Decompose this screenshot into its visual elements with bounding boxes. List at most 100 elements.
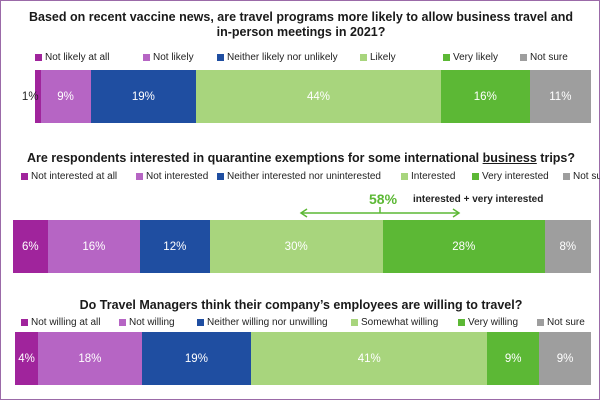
legend-swatch (563, 173, 570, 180)
legend-label: Not willing at all (31, 317, 101, 328)
chart-2-legend: Not interested at all Not interested Neith… (21, 171, 600, 185)
legend-item: Not willing (119, 317, 175, 328)
legend-swatch (458, 319, 465, 326)
chart-2-title-underlined: business (482, 151, 537, 165)
chart-3-legend: Not willing at all Not willing Neither wil… (21, 317, 591, 331)
legend-item: Likely (360, 52, 396, 63)
bar-segment: 44% (196, 70, 441, 123)
bar-segment-label: 9% (556, 352, 574, 365)
legend-item: Interested (401, 171, 455, 182)
bar-segment-label: 9% (57, 90, 74, 103)
bar-segment-label: 6% (22, 240, 39, 253)
bar-segment-label: 28% (452, 240, 476, 253)
legend-item: Very willing (458, 317, 518, 328)
legend-label: Not sure (547, 317, 585, 328)
bar-segment: 16% (440, 70, 530, 123)
legend-item: Very likely (443, 52, 498, 63)
legend-label: Very willing (468, 317, 519, 328)
legend-item: Not sure (537, 317, 585, 328)
legend-label: Somewhat willing (361, 317, 439, 328)
legend-label: Likely (370, 52, 396, 63)
legend-label: Not sure (530, 52, 568, 63)
bar-segment-label: 1% (21, 90, 39, 103)
bar-segment-label: 16% (82, 240, 106, 253)
chart-1-bar: 1% 9% 19% 44% 16% 11% (22, 70, 591, 123)
legend-label: Interested (411, 171, 456, 182)
bar-segment-label: 16% (473, 90, 497, 103)
bar-segment-label: 4% (18, 352, 35, 365)
legend-swatch (143, 54, 150, 61)
legend-item: Neither interested nor uninterested (217, 171, 381, 182)
legend-item: Not willing at all (21, 317, 100, 328)
legend-label: Not willing (129, 317, 175, 328)
chart-3-bar: 4% 18% 19% 41% 9% 9% (15, 332, 591, 385)
bar-segment-label: 9% (504, 352, 522, 365)
legend-label: Very interested (482, 171, 549, 182)
legend-label: Neither likely nor unlikely (227, 52, 338, 63)
legend-item: Not likely at all (35, 52, 109, 63)
legend-label: Not interested at all (31, 171, 118, 182)
bar-segment: 41% (251, 332, 488, 385)
legend-swatch (217, 54, 224, 61)
legend-swatch (360, 54, 367, 61)
legend-item: Very interested (472, 171, 549, 182)
chart-3-title: Do Travel Managers think their company’s… (79, 298, 523, 312)
bar-segment-label: 18% (78, 352, 102, 365)
legend-label: Not sure (573, 171, 600, 182)
legend-swatch (197, 319, 204, 326)
legend-swatch (119, 319, 126, 326)
bar-segment-label: 19% (131, 90, 155, 103)
bar-segment: 28% (382, 220, 545, 273)
bar-segment: 30% (209, 220, 383, 273)
legend-label: Not likely at all (45, 52, 110, 63)
chart-2-title-start: Are respondents interested in quarantine… (26, 151, 483, 165)
legend-swatch (21, 173, 28, 180)
legend-swatch (520, 54, 527, 61)
bar-segment: 4% (15, 332, 39, 385)
legend-label: Neither willing nor unwilling (207, 317, 328, 328)
bar-segment: 1% (22, 70, 41, 123)
legend-swatch (351, 319, 358, 326)
bar-segment: 9% (539, 332, 591, 385)
legend-item: Not interested (136, 171, 208, 182)
bar-segment: 18% (38, 332, 142, 385)
bar-segment-label: 30% (284, 240, 308, 253)
bar-segment: 19% (90, 70, 197, 123)
legend-swatch (35, 54, 42, 61)
bar-segment-label: 11% (549, 90, 572, 103)
legend-label: Not interested (146, 171, 209, 182)
bar-segment: 9% (40, 70, 91, 123)
legend-swatch (443, 54, 450, 61)
legend-item: Not likely (143, 52, 194, 63)
legend-item: Not interested at all (21, 171, 117, 182)
chart-1-title: Based on recent vaccine news, are travel… (29, 10, 573, 39)
legend-label: Neither interested nor uninterested (227, 171, 381, 182)
legend-item: Neither likely nor unlikely (217, 52, 338, 63)
chart-1-legend: Not likely at all Not likely Neither likel… (35, 52, 591, 66)
bar-segment-label: 44% (307, 90, 331, 103)
bar-segment-label: 8% (559, 240, 577, 253)
legend-item: Neither willing nor unwilling (197, 317, 328, 328)
bar-segment: 12% (140, 220, 210, 273)
legend-swatch (136, 173, 143, 180)
bar-segment: 6% (13, 220, 48, 273)
legend-swatch (21, 319, 28, 326)
bar-segment-label: 41% (357, 352, 381, 365)
bar-segment: 19% (141, 332, 252, 385)
legend-swatch (401, 173, 408, 180)
legend-swatch (537, 319, 544, 326)
bar-segment: 9% (487, 332, 540, 385)
bar-segment: 16% (47, 220, 141, 273)
legend-label: Not likely (153, 52, 194, 63)
legend-item: Not sure (563, 171, 600, 182)
bar-segment: 11% (529, 70, 591, 123)
chart-2-annotation-value: 58% (369, 191, 398, 207)
bar-segment-label: 12% (163, 240, 187, 253)
chart-2-title: Are respondents interested in quarantine… (21, 151, 581, 166)
legend-swatch (217, 173, 224, 180)
chart-2-bar: 6% 16% 12% 30% 28% 8% (13, 220, 591, 273)
legend-label: Very likely (453, 52, 499, 63)
legend-swatch (472, 173, 479, 180)
